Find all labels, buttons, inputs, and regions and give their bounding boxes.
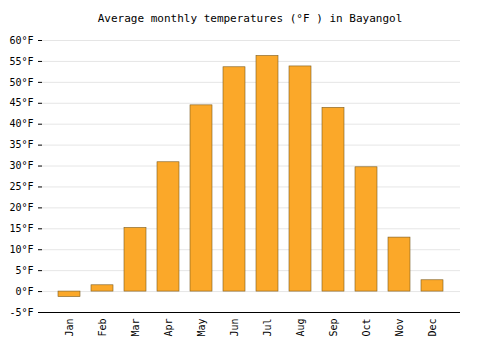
svg-text:Feb: Feb — [97, 319, 108, 337]
svg-text:Jun: Jun — [229, 319, 240, 337]
svg-text:50°F: 50°F — [9, 77, 33, 88]
svg-text:-5°F: -5°F — [9, 307, 33, 318]
svg-text:10°F: 10°F — [9, 244, 33, 255]
html-text:Average monthly temperatures (: Average monthly temperatures (°F ) in Ba… — [97, 12, 403, 25]
svg-text:45°F: 45°F — [9, 97, 33, 108]
svg-text:Sep: Sep — [328, 319, 339, 337]
svg-text:Jul: Jul — [262, 319, 273, 337]
svg-text:Apr: Apr — [163, 319, 174, 337]
svg-text:60°F: 60°F — [9, 35, 33, 46]
svg-text:Dec: Dec — [427, 319, 438, 337]
svg-text:Jan: Jan — [64, 319, 75, 337]
svg-text:40°F: 40°F — [9, 118, 33, 129]
svg-text:May: May — [196, 319, 207, 337]
svg-text:Oct: Oct — [361, 319, 372, 337]
svg-text:25°F: 25°F — [9, 181, 33, 192]
svg-text:55°F: 55°F — [9, 56, 33, 67]
svg-text:Nov: Nov — [394, 319, 405, 337]
svg-text:20°F: 20°F — [9, 202, 33, 213]
svg-text:Mar: Mar — [130, 319, 141, 337]
svg-text:Aug: Aug — [295, 319, 306, 337]
svg-text:15°F: 15°F — [9, 223, 33, 234]
svg-text:5°F: 5°F — [15, 265, 33, 276]
svg-text:30°F: 30°F — [9, 160, 33, 171]
svg-text:35°F: 35°F — [9, 139, 33, 150]
svg-text:0°F: 0°F — [15, 286, 33, 297]
